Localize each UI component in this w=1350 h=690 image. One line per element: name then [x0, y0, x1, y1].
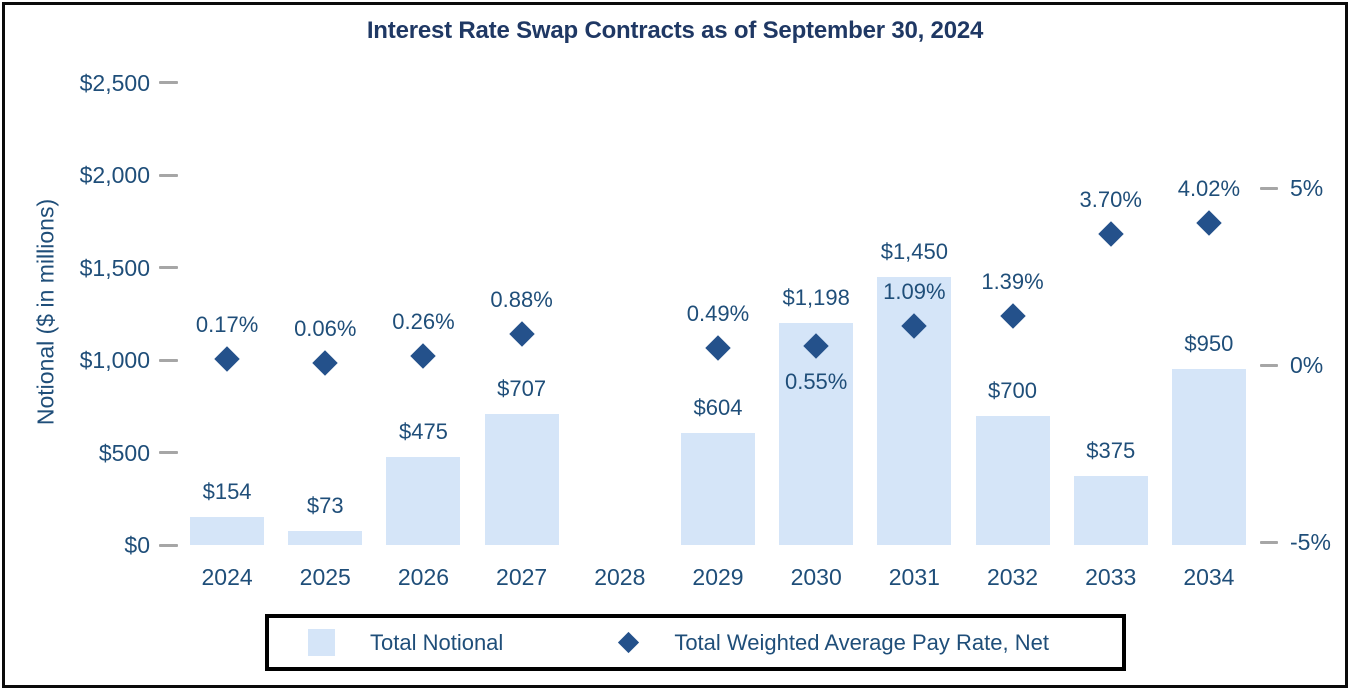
x-axis-year-label: 2028 [594, 563, 646, 590]
rate-value-label: 0.17% [195, 311, 259, 337]
legend-diamond-icon [618, 631, 640, 654]
rate-value-label: 4.02% [1177, 175, 1241, 201]
left-axis-tick-label: $1,000 [79, 347, 150, 373]
rate-value-label: 0.88% [490, 286, 553, 312]
right-axis-tick-mark [1260, 540, 1278, 544]
x-axis-year-label: 2034 [1183, 563, 1235, 590]
left-axis-tick-label: $2,000 [79, 162, 150, 188]
rate-value-label: 1.09% [883, 279, 946, 305]
x-axis-year-label: 2024 [201, 563, 253, 590]
x-axis-year-label: 2031 [888, 563, 940, 590]
left-axis-tick-mark [159, 358, 178, 362]
legend-label-total-notional: Total Notional [370, 629, 504, 655]
right-axis-tick-mark [1260, 186, 1278, 190]
bar-value-label: $1,450 [880, 238, 948, 264]
x-axis-year-label: 2029 [692, 563, 744, 590]
bar-value-label: $604 [693, 395, 743, 421]
left-axis-tick-mark [159, 266, 178, 269]
chart-title: Interest Rate Swap Contracts as of Septe… [366, 17, 984, 44]
left-axis-tick-mark [159, 81, 178, 84]
left-axis-tick-mark [159, 173, 178, 177]
x-axis-year-label: 2033 [1085, 563, 1137, 590]
left-axis-tick-label: $0 [124, 532, 150, 558]
x-axis-year-label: 2027 [496, 563, 548, 590]
bar [779, 323, 854, 545]
rate-value-label: 0.26% [392, 308, 455, 334]
bar [484, 414, 559, 545]
rate-value-label: 1.39% [981, 268, 1044, 294]
rate-value-label: 3.70% [1079, 187, 1142, 213]
bar [975, 415, 1050, 545]
bar-value-label: $950 [1184, 331, 1234, 357]
x-axis-year-label: 2032 [986, 563, 1039, 590]
x-axis-year-label: 2025 [299, 563, 351, 590]
legend-label-pay-rate: Total Weighted Average Pay Rate, Net [674, 629, 1049, 655]
y-axis-title: Notional ($ in millions) [32, 198, 59, 426]
bar-value-label: $707 [497, 376, 547, 402]
bar [190, 516, 265, 545]
bar [386, 457, 461, 545]
legend: Total Notional Total Weighted Average Pa… [265, 614, 1126, 671]
bar-value-label: $375 [1086, 437, 1136, 463]
left-axis-tick-mark [159, 543, 178, 547]
bar-value-label: $154 [202, 478, 252, 504]
left-axis-tick-mark [159, 451, 178, 454]
right-axis-tick-label: 5% [1290, 175, 1324, 201]
bar-value-label: $1,198 [782, 285, 850, 311]
bar-value-label: $475 [398, 419, 448, 445]
right-axis-tick-label: -5% [1290, 529, 1331, 555]
bar [1073, 475, 1148, 545]
rate-value-label: 0.55% [784, 368, 848, 394]
bar [681, 433, 755, 545]
bar [288, 531, 363, 545]
bar-value-label: $73 [306, 493, 344, 519]
right-axis-tick-mark [1260, 363, 1278, 367]
rate-value-label: 0.06% [294, 315, 357, 341]
bar-value-label: $700 [988, 377, 1037, 403]
legend-swatch-total-notional [308, 629, 335, 656]
x-axis-year-label: 2030 [790, 563, 842, 590]
left-axis-tick-label: $2,500 [79, 69, 150, 96]
right-axis-tick-label: 0% [1290, 352, 1324, 378]
x-axis-year-label: 2026 [397, 563, 450, 590]
rate-value-label: 0.49% [686, 300, 750, 326]
bar [1171, 369, 1246, 545]
left-axis-tick-label: $500 [98, 439, 150, 466]
left-axis-tick-label: $1,500 [79, 254, 150, 281]
